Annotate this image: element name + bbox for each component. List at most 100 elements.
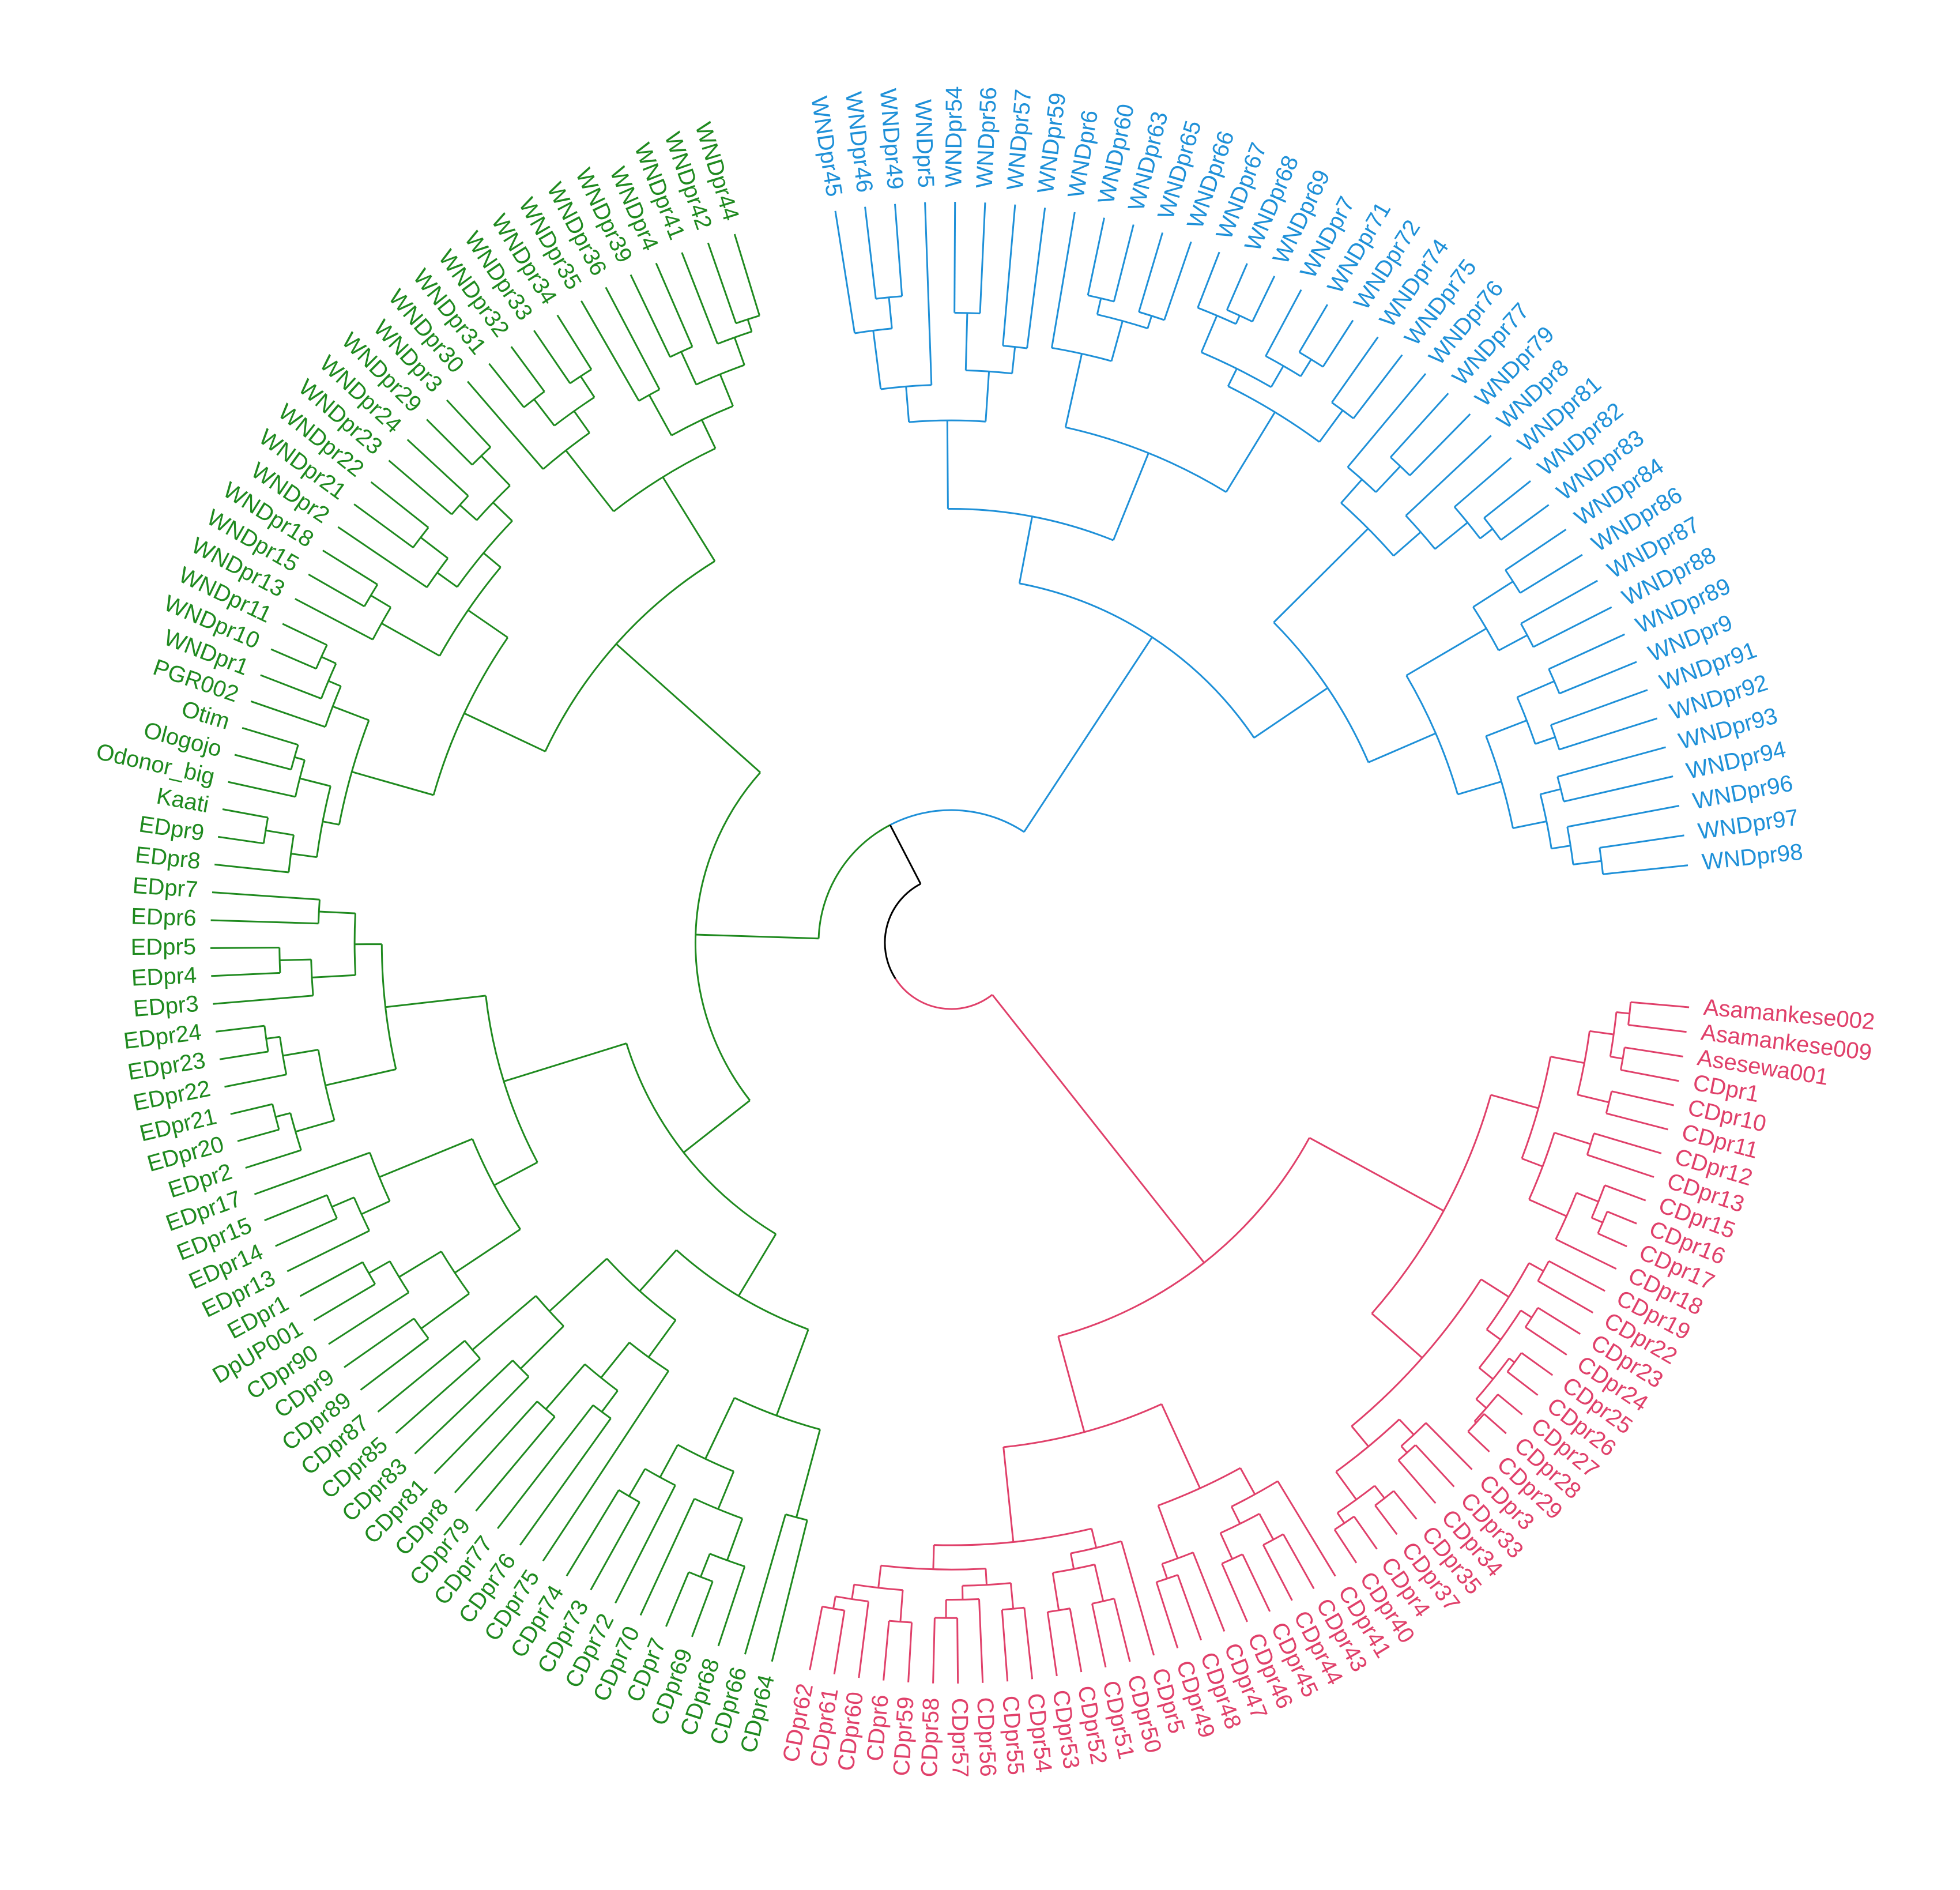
branch-segment [700,1554,710,1577]
branch-segment [534,330,570,383]
branch-segment [1058,1336,1084,1432]
branch-segment [980,202,985,313]
branch-segment [481,456,510,486]
branch-segment [484,553,501,567]
branch-segment [308,574,364,607]
branch-segment [1458,782,1502,795]
branch-segment [231,1104,273,1114]
branch-segment [1525,1327,1567,1355]
branch-segment [242,728,298,744]
branch-segment [734,337,744,365]
branch-segment [1486,721,1527,736]
branch-segment [1513,822,1547,829]
branch-segment [1480,529,1493,539]
branch-segment [684,1101,750,1153]
branch-segment [1114,225,1133,302]
branch-segment [1158,1505,1178,1558]
branch-segment [777,1330,808,1416]
leaf-label: WNDpr56 [972,86,1002,189]
branch-segment [1587,1155,1654,1177]
branch-segment [810,1606,822,1670]
branch-segment [602,1391,618,1412]
branch-segment [718,1567,745,1646]
branch-segment [1193,1553,1224,1632]
branch-segment [1095,1565,1103,1602]
branch-segment [218,837,263,844]
branch-segment [223,810,268,818]
branch-segment [1019,517,1032,583]
branch-segment [1301,359,1311,376]
branch-segment [1529,1263,1543,1271]
branch-segment [261,675,322,699]
branch-segment [1600,835,1684,848]
branch-segment [1332,337,1378,403]
branch-segment [1065,354,1081,428]
leaf-label: CDpr56 [972,1697,1001,1778]
branch-segment [325,1070,396,1086]
branch-segment [1231,1507,1240,1524]
branch-segment [986,1569,987,1585]
branch-segment [1484,481,1531,518]
branch-segment [323,551,378,585]
branch-segment [738,1234,776,1296]
branch-segment [1535,737,1555,744]
branch-segment [214,864,289,872]
branch-segment [1092,1603,1106,1667]
branch-segment [1631,1002,1689,1007]
branch-segment [865,207,876,299]
branch-segment [616,644,760,773]
branch-segment [504,1044,627,1082]
branch-segment [1517,682,1554,698]
branch-segment [1139,232,1163,312]
branch-segment [211,920,319,924]
branch-segment [1348,374,1426,467]
branch-segment [1399,1420,1414,1435]
branch-segment [460,505,477,520]
branch-segment [581,301,639,401]
branch-segment [1551,690,1648,725]
branch-segment [212,893,320,900]
branch-segment [1554,1133,1590,1144]
tree-branches [210,202,1689,1684]
branch-segment [1606,1113,1668,1130]
branch-segment [312,975,356,977]
branch-segment [640,1250,677,1291]
branch-segment [1521,581,1597,623]
branch-segment [295,757,305,760]
branch-segment [291,854,317,857]
branch-segment [1549,634,1625,669]
branch-segment [1529,1200,1566,1217]
branch-segment [1070,1609,1081,1672]
branch-segment [546,1364,585,1409]
branch-segment [1376,466,1400,492]
branch-segment [427,420,472,465]
branch-segment [323,822,340,825]
branch-segment [966,313,967,371]
branch-segment [1375,1505,1397,1534]
branch-segment [900,1590,903,1622]
branch-segment [1156,1582,1178,1648]
branch-segment [1499,635,1528,651]
branch-segment [797,1429,820,1518]
branch-segment [421,537,448,558]
branch-segment [1567,806,1679,827]
branch-segment [1540,789,1561,795]
branch-segment [1236,315,1240,324]
branch-segment [1003,205,1015,346]
branch-segment [1220,1533,1232,1559]
branch-segment [265,1195,327,1221]
branch-segment [1198,252,1220,308]
branch-segment [1454,458,1512,507]
branch-segment [834,1597,836,1609]
leaf-label: EDpr5 [130,934,196,960]
branch-segment [1320,411,1343,442]
branch-segment [720,374,733,406]
branch-segment [1484,1414,1506,1433]
branch-segment [378,1341,465,1411]
branch-segment [1607,1211,1637,1223]
cluster-stem [992,995,1204,1263]
branch-segment [1538,1281,1593,1313]
branch-segment [1578,1095,1610,1102]
